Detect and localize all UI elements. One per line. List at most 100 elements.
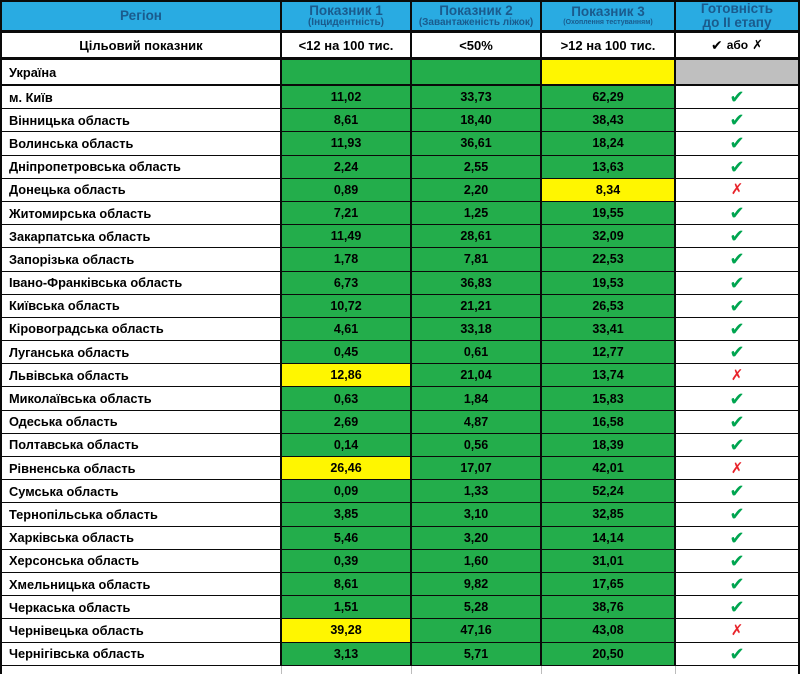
region-name-cell: Полтавська область [2, 433, 282, 456]
cross-icon: ✗ [752, 37, 764, 52]
indicator1-value-cell: 2,69 [282, 410, 412, 433]
region-name-cell: Чернігівська область [2, 642, 282, 665]
table-row: м. Київ 11,02 33,73 62,29 ✔ [2, 86, 798, 110]
check-icon: ✔ [729, 226, 745, 247]
indicator2-value-cell: 1,84 [412, 387, 542, 410]
readiness-cell: ✗ [676, 179, 798, 201]
partial-bottom-row [2, 665, 798, 674]
table-row: Херсонська область 0,39 1,60 31,01 ✔ [2, 549, 798, 573]
region-name-cell: Донецька область [2, 178, 282, 201]
cross-icon: ✗ [730, 459, 744, 477]
check-icon: ✔ [729, 643, 745, 664]
indicator1-value-cell: 0,39 [282, 549, 412, 572]
target-indicator-row: Цільовий показник <12 на 100 тис. <50% >… [2, 33, 798, 60]
region-name-cell: Одеська область [2, 410, 282, 433]
indicator3-value-cell: 13,63 [542, 155, 676, 178]
check-icon: ✔ [729, 318, 745, 339]
region-name-cell: Кіровоградська область [2, 317, 282, 341]
region-name-cell: Львівська область [2, 364, 282, 387]
table-row: Рівненська область 26,46 17,07 42,01 ✗ [2, 457, 798, 481]
indicator1-value-cell: 11,02 [282, 86, 412, 109]
indicator2-value-cell: 0,56 [412, 433, 542, 456]
ukraine-indicator1-cell [282, 60, 412, 84]
readiness-cell: ✔ [676, 527, 798, 549]
indicator2-value-cell: 1,60 [412, 549, 542, 572]
check-icon: ✔ [729, 550, 745, 571]
table-row: Одеська область 2,69 4,87 16,58 ✔ [2, 410, 798, 434]
region-name-cell: Запорізька область [2, 248, 282, 271]
indicator1-value-cell: 7,21 [282, 201, 412, 225]
check-icon: ✔ [729, 481, 745, 502]
table-row: Черкаська область 1,51 5,28 38,76 ✔ [2, 596, 798, 620]
readiness-title-line2: до II етапу [702, 15, 772, 30]
region-name-cell: Вінницька область [2, 109, 282, 132]
indicator3-value-cell: 33,41 [542, 317, 676, 341]
table-row: Київська область 10,72 21,21 26,53 ✔ [2, 294, 798, 318]
indicator1-subtitle: (Інцидентність) [307, 16, 385, 28]
check-icon: ✔ [729, 342, 745, 363]
target-indicator2-cell: <50% [412, 33, 542, 57]
table-row: Запорізька область 1,78 7,81 22,53 ✔ [2, 248, 798, 272]
indicator3-value-cell: 38,76 [542, 596, 676, 619]
indicator3-value-cell: 19,53 [542, 271, 676, 294]
readiness-title-line1: Готовність [700, 2, 774, 16]
indicator1-value-cell: 0,14 [282, 433, 412, 456]
readiness-cell: ✗ [676, 364, 798, 386]
indicator2-value-cell: 18,40 [412, 109, 542, 132]
indicator1-value-cell: 2,24 [282, 155, 412, 178]
indicator2-value-cell: 1,25 [412, 201, 542, 225]
region-name-cell: Волинська область [2, 132, 282, 155]
indicator3-value-cell: 52,24 [542, 480, 676, 503]
region-header-label: Регіон [120, 7, 162, 23]
indicator3-value-cell: 19,55 [542, 201, 676, 225]
indicator3-value-cell: 43,08 [542, 619, 676, 642]
table-row: Чернівецька область 39,28 47,16 43,08 ✗ [2, 619, 798, 643]
table-row: Закарпатська область 11,49 28,61 32,09 ✔ [2, 225, 798, 249]
indicator3-value-cell: 17,65 [542, 572, 676, 596]
indicator1-value-cell: 8,61 [282, 109, 412, 132]
region-name-cell: Харківська область [2, 526, 282, 549]
indicator1-value-cell: 4,61 [282, 317, 412, 341]
indicator3-subtitle: (Охоплення тестуванням) [563, 19, 653, 27]
check-icon: ✔ [729, 133, 745, 154]
check-icon: ✔ [729, 156, 745, 177]
indicator1-value-cell: 0,45 [282, 341, 412, 364]
indicator1-value-cell: 8,61 [282, 572, 412, 596]
region-name-cell: Сумська область [2, 480, 282, 503]
indicator3-value-cell: 8,34 [542, 178, 676, 201]
indicator3-value-cell: 31,01 [542, 549, 676, 572]
readiness-cell: ✔ [676, 132, 798, 154]
ukraine-indicator3-cell [542, 60, 676, 84]
table-row: Житомирська область 7,21 1,25 19,55 ✔ [2, 201, 798, 226]
check-icon: ✔ [729, 527, 745, 548]
readiness-cell: ✔ [676, 387, 798, 409]
region-name-cell: Івано-Франківська область [2, 271, 282, 294]
indicator3-value-cell: 18,39 [542, 433, 676, 456]
indicator3-title: Показник 3 [571, 4, 645, 20]
indicator2-value-cell: 36,83 [412, 271, 542, 294]
region-name-cell: Луганська область [2, 341, 282, 364]
table-row: Сумська область 0,09 1,33 52,24 ✔ [2, 480, 798, 504]
indicator2-value-cell: 7,81 [412, 248, 542, 271]
indicator1-value-cell: 1,51 [282, 596, 412, 619]
check-icon: ✔ [729, 87, 745, 108]
indicator2-value-cell: 21,21 [412, 294, 542, 317]
table-body: м. Київ 11,02 33,73 62,29 ✔ Вінницька область… [2, 86, 798, 666]
region-name-cell: Закарпатська область [2, 225, 282, 248]
indicator2-value-cell: 28,61 [412, 225, 542, 248]
indicator3-value-cell: 13,74 [542, 364, 676, 387]
table-row: Івано-Франківська область 6,73 36,83 19,53 ✔ [2, 271, 798, 295]
table-row: Донецька область 0,89 2,20 8,34 ✗ [2, 178, 798, 202]
region-name-cell: Тернопільська область [2, 503, 282, 526]
indicator1-value-cell: 1,78 [282, 248, 412, 271]
readiness-cell: ✔ [676, 248, 798, 270]
indicator2-value-cell: 47,16 [412, 619, 542, 642]
indicator1-value-cell: 5,46 [282, 526, 412, 549]
readiness-cell: ✔ [676, 225, 798, 247]
readiness-cell: ✔ [676, 318, 798, 340]
indicator2-value-cell: 3,10 [412, 503, 542, 526]
ukraine-row: Україна [2, 60, 798, 86]
indicator3-value-cell: 38,43 [542, 109, 676, 132]
indicator1-value-cell: 3,13 [282, 642, 412, 665]
